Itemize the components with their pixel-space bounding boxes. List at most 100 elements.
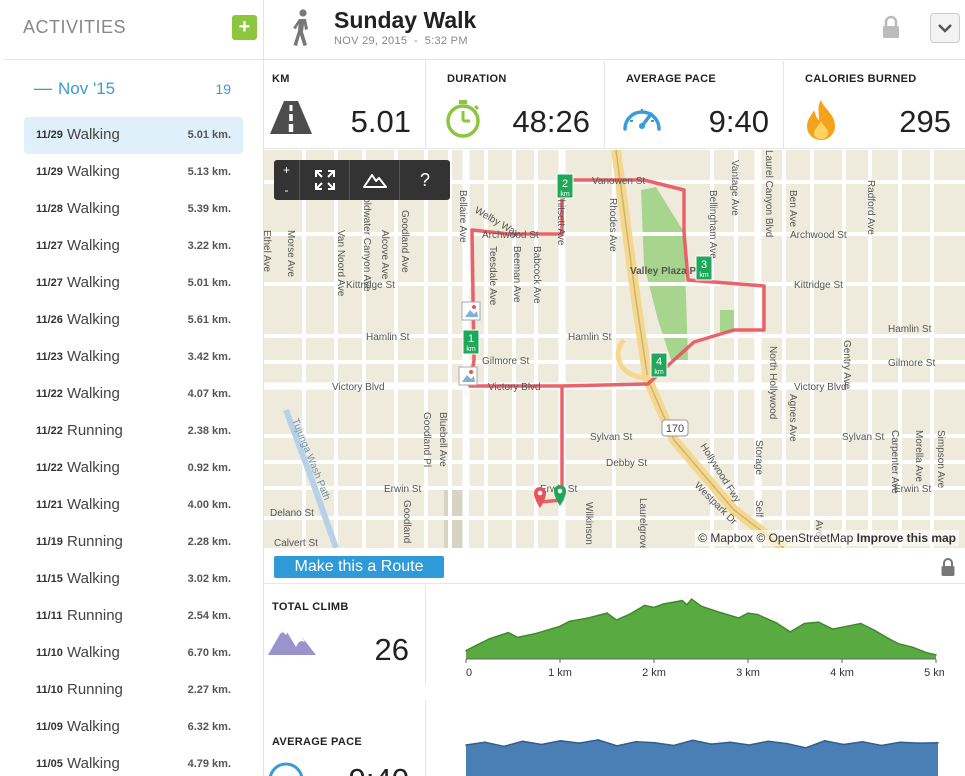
activity-list-item[interactable]: 11/28 Walking 5.39 km. (24, 191, 243, 228)
activity-list-item[interactable]: 11/23 Walking 3.42 km. (24, 339, 243, 376)
chart-point (507, 631, 510, 634)
street-label: Victory Blvd (332, 382, 385, 393)
street-label: Self (753, 500, 764, 517)
activity-list-item[interactable]: 11/22 Walking 4.07 km. (24, 376, 243, 413)
date-separator: - (414, 35, 418, 47)
make-route-button[interactable]: Make this a Route (274, 556, 444, 578)
km-markers: 2 km 3 km 1 km 4 km (462, 173, 713, 378)
activity-distance: 2.28 km. (187, 536, 231, 548)
street-label: Whitsett Ave (555, 190, 566, 246)
options-dropdown-button[interactable] (930, 13, 960, 43)
expand-icon (314, 170, 335, 190)
activity-distance: 5.01 km. (187, 129, 231, 141)
street-label: Vantage Ave (729, 160, 740, 216)
zoom-out-button[interactable]: - (284, 183, 289, 197)
activity-date: 11/29 (36, 129, 63, 141)
km-marker-unit: km (654, 369, 664, 376)
elevation-chart[interactable]: 0 1 km 2 km 3 km 4 km 5 km (464, 585, 944, 685)
activity-list-item[interactable]: 11/29 Walking 5.13 km. (24, 154, 243, 191)
month-group-header[interactable]: — Nov '15 19 (34, 78, 239, 100)
chart-point (789, 631, 792, 633)
map-canvas: 170 Vanowen St Archwood St Archwood St W… (264, 150, 965, 548)
pace-chart[interactable] (464, 700, 944, 776)
activity-list-item[interactable]: 11/29 Walking 5.01 km. (24, 117, 243, 154)
chart-point (474, 645, 477, 647)
activity-distance: 3.02 km. (187, 573, 231, 585)
street-label: Van Noord Ave (335, 230, 346, 297)
activity-list-item[interactable]: 11/10 Running 2.27 km. (24, 672, 243, 709)
street-label: Ben Ave (787, 190, 798, 228)
pace-summary: AVERAGE PACE 9:40 (264, 700, 426, 776)
street-label: Simpson Ave (935, 430, 946, 489)
street-label: Archwood St (790, 230, 847, 241)
activity-type: Running (67, 533, 123, 550)
photo-icon[interactable] (458, 366, 478, 386)
start-pin-icon[interactable] (554, 485, 566, 506)
osm-link[interactable]: © OpenStreetMap (756, 531, 854, 545)
lock-icon[interactable] (881, 15, 901, 39)
street-label: Rhodes Ave (607, 198, 618, 252)
collapse-toggle-icon[interactable]: — (34, 78, 52, 98)
chart-tick-label: 4 km (830, 667, 854, 679)
fullscreen-button[interactable] (300, 160, 350, 200)
chart-point (803, 622, 806, 625)
add-activity-button[interactable]: + (232, 15, 257, 40)
chart-point (937, 741, 939, 744)
chart-point (635, 740, 637, 743)
chart-point (686, 603, 688, 606)
street-label: Bellaire Ave (457, 190, 468, 243)
stat-distance: KM 5.01 (264, 61, 426, 149)
activity-list-item[interactable]: 11/11 Running 2.54 km. (24, 598, 243, 635)
route-map[interactable]: 170 Vanowen St Archwood St Archwood St W… (264, 150, 965, 548)
chart-point (767, 740, 769, 743)
activity-type: Walking (67, 644, 120, 661)
activity-title[interactable]: Sunday Walk (334, 7, 477, 33)
climb-label: TOTAL CLIMB (272, 601, 349, 613)
activity-list-item[interactable]: 11/15 Walking 3.02 km. (24, 561, 243, 598)
help-button[interactable]: ? (419, 169, 430, 190)
sidebar-header: ACTIVITIES + (4, 0, 263, 60)
chart-point (484, 741, 486, 743)
activity-list-item[interactable]: 11/05 Walking 4.79 km. (24, 746, 243, 776)
end-pin-icon[interactable] (534, 487, 546, 508)
activity-date: 11/10 (36, 684, 63, 696)
pace-value: 9:40 (349, 762, 409, 776)
lock-icon[interactable] (940, 557, 956, 577)
activity-list-item[interactable]: 11/27 Walking 3.22 km. (24, 228, 243, 265)
chart-tick-label: 5 km (924, 667, 944, 679)
chart-point (925, 651, 928, 654)
street-label: Agnes Ave (787, 394, 798, 442)
chart-tick-label: 1 km (548, 667, 572, 679)
activity-list-item[interactable]: 11/10 Walking 6.70 km. (24, 635, 243, 672)
activity-list-item[interactable]: 11/26 Walking 5.61 km. (24, 302, 243, 339)
activity-type: Walking (67, 200, 120, 217)
activity-distance: 2.27 km. (187, 684, 231, 696)
mapbox-link[interactable]: © Mapbox (698, 531, 754, 545)
street-label: Gentry Ave (841, 340, 852, 390)
activity-list-item[interactable]: 11/09 Walking 6.32 km. (24, 709, 243, 746)
wash-path (283, 408, 339, 548)
activity-list-item[interactable]: 11/22 Running 2.38 km. (24, 413, 243, 450)
highway-shield (661, 419, 689, 437)
chart-point (521, 740, 524, 743)
chart-point (616, 745, 618, 747)
street-label: Goodland (401, 500, 412, 543)
activity-list-item[interactable]: 11/27 Walking 5.01 km. (24, 265, 243, 302)
improve-map-link[interactable]: Improve this map (856, 531, 956, 545)
chart-point (842, 743, 845, 746)
chart-point (465, 744, 467, 746)
street-label: Sylvan St (590, 432, 632, 443)
street-label: Ave (813, 520, 824, 537)
activity-distance: 6.70 km. (187, 647, 231, 659)
zoom-in-button[interactable]: + (282, 163, 290, 177)
zoom-controls: + - (274, 160, 300, 200)
pace-section: AVERAGE PACE 9:40 (264, 700, 965, 776)
activity-date: 11/22 (36, 425, 63, 437)
activity-list-item[interactable]: 11/22 Walking 0.92 km. (24, 450, 243, 487)
activity-list-item[interactable]: 11/21 Walking 4.00 km. (24, 487, 243, 524)
activity-type: Walking (67, 385, 120, 402)
terrain-button[interactable] (350, 160, 400, 200)
photo-icon[interactable] (461, 301, 481, 321)
activity-list-item[interactable]: 11/19 Running 2.28 km. (24, 524, 243, 561)
chart-point (606, 612, 608, 614)
